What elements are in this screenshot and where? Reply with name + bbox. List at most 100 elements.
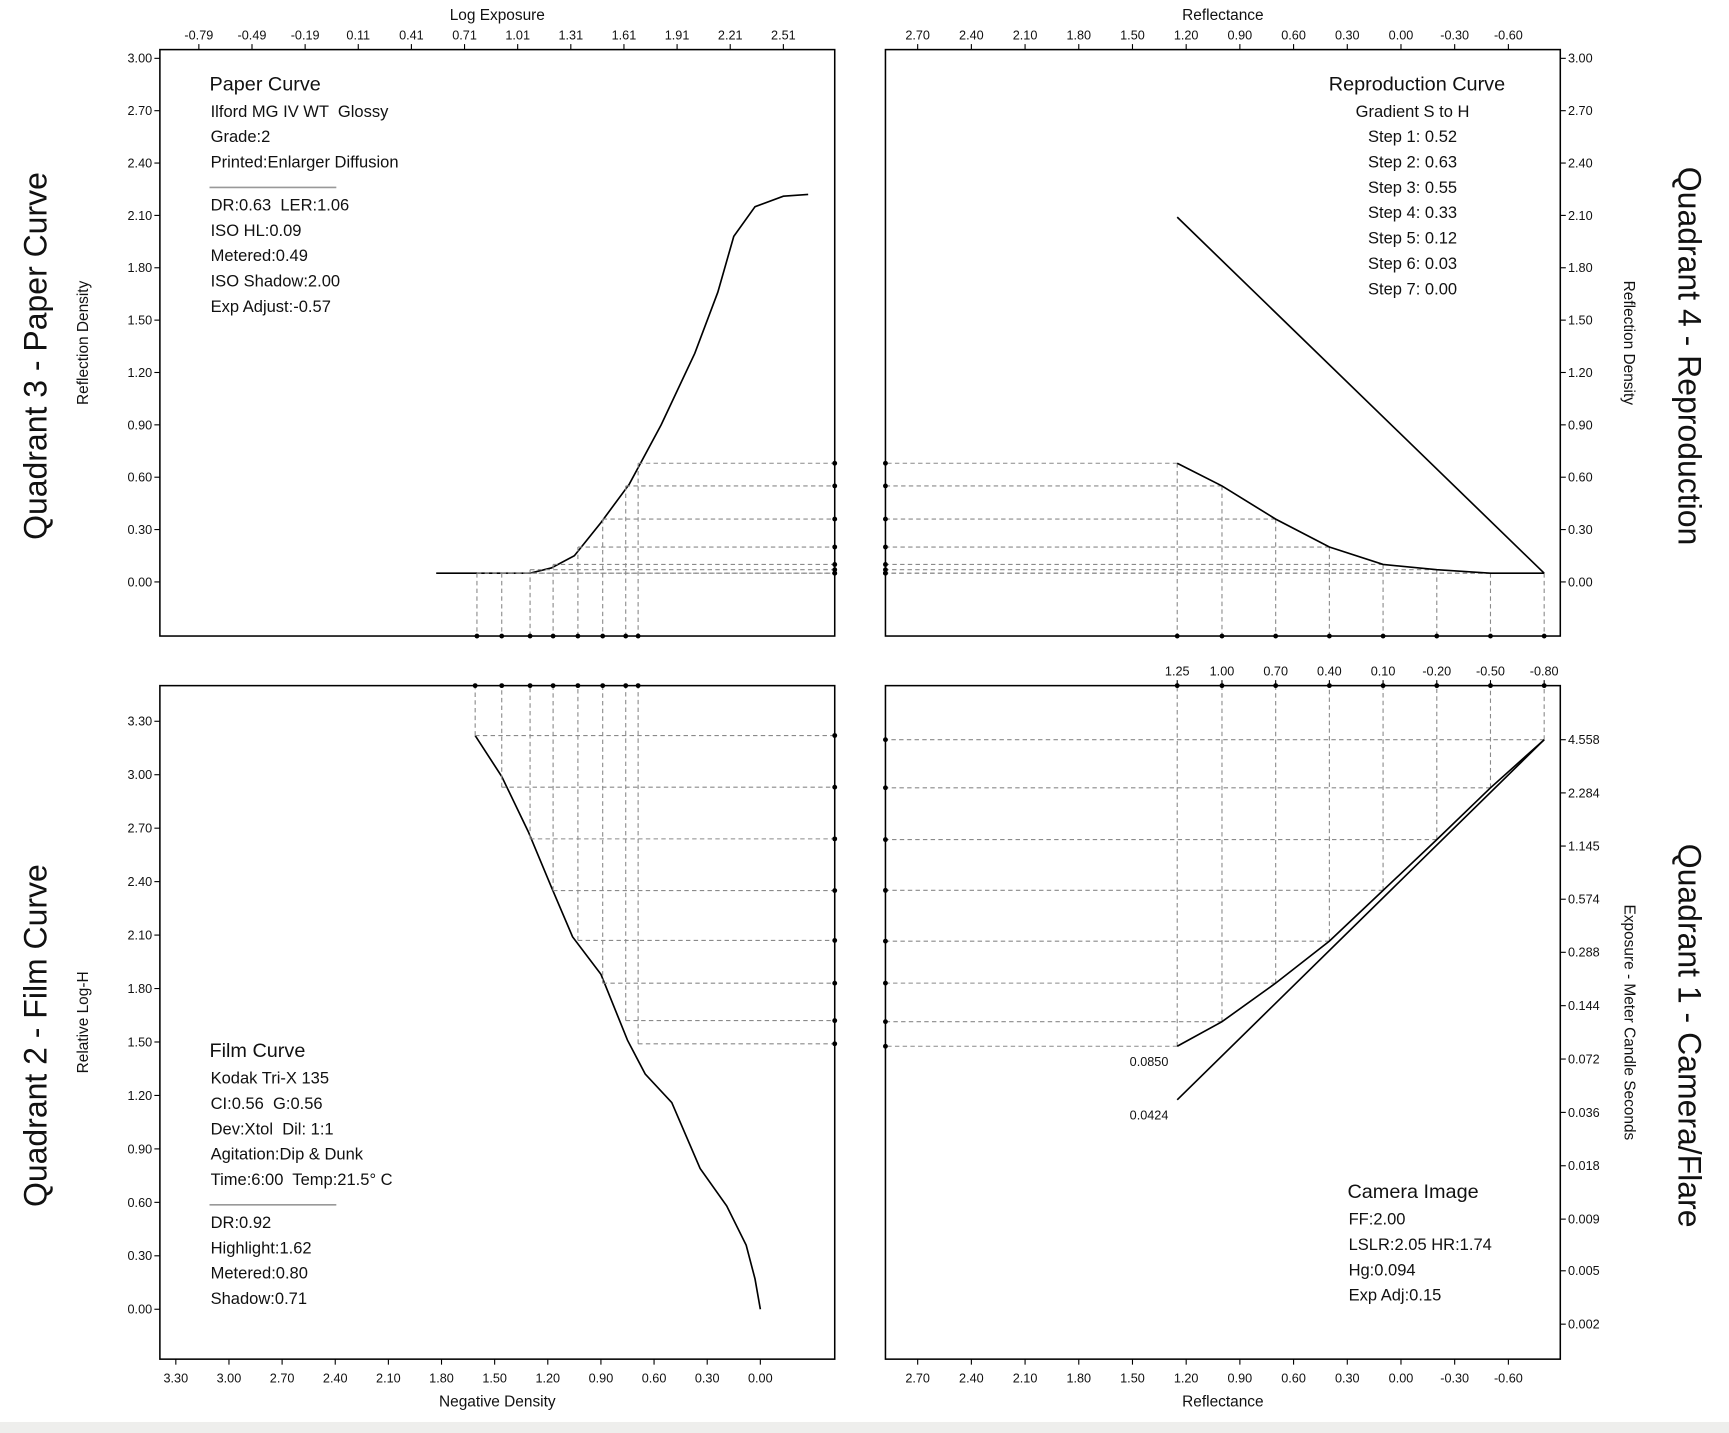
y-tick-label: 1.20 — [128, 1089, 153, 1103]
x-tick-label: 2.40 — [959, 1371, 984, 1385]
value-label: 0.0850 — [1130, 1055, 1169, 1069]
guide-dot — [832, 567, 838, 573]
y-tick-label: 0.00 — [1568, 575, 1593, 589]
x-tick-label: 1.20 — [1174, 1371, 1199, 1385]
guide-dot — [1380, 633, 1386, 639]
note-line: ISO HL:0.09 — [211, 221, 302, 240]
x-tick-label: 2.40 — [323, 1371, 348, 1385]
step-guide — [883, 570, 1547, 639]
note-line: Step 2: 0.63 — [1368, 153, 1457, 172]
quadrant-title: Quadrant 3 - Paper Curve — [17, 172, 53, 540]
note-heading: Film Curve — [210, 1040, 306, 1062]
step-guide — [575, 683, 838, 943]
guide-dot — [883, 483, 888, 489]
guide-dot — [832, 570, 838, 576]
x-tick-label: 1.01 — [505, 29, 530, 43]
note-line: Step 4: 0.33 — [1368, 203, 1457, 222]
guide-dot — [527, 683, 533, 689]
step-guide — [883, 516, 1279, 639]
x-tick-label: -0.79 — [184, 29, 213, 43]
y-tick-label: 1.80 — [128, 982, 153, 996]
y-tick-label: 3.00 — [128, 52, 153, 66]
note-line: Step 1: 0.52 — [1368, 127, 1457, 146]
x-tick-label: 0.00 — [1389, 29, 1414, 43]
y-tick-label: 2.10 — [128, 928, 153, 942]
guide-dot — [1434, 683, 1440, 689]
step-guide — [600, 516, 838, 639]
y-tick-label: 2.40 — [128, 875, 153, 889]
guide-dot — [575, 683, 581, 689]
x-tick-label: 0.10 — [1371, 665, 1396, 679]
guide-dot — [832, 1041, 838, 1047]
step-guide — [883, 683, 1440, 843]
y-tick-label: 3.00 — [128, 768, 153, 782]
x-tick-label: 1.61 — [612, 29, 637, 43]
guide-dot — [550, 633, 556, 639]
note-line: Grade:2 — [211, 127, 271, 146]
y-tick-label: 2.70 — [128, 822, 153, 836]
x-tick-label: 1.50 — [482, 1371, 507, 1385]
y-tick-label: 1.50 — [1568, 314, 1593, 328]
note-line: Printed:Enlarger Diffusion — [211, 153, 399, 172]
guide-dot — [883, 544, 888, 550]
note-line: Gradient S to H — [1356, 102, 1470, 121]
y-tick-label: 0.90 — [128, 1142, 153, 1156]
guide-dot — [883, 460, 888, 466]
x-tick-label: -0.30 — [1440, 29, 1469, 43]
guide-dot — [832, 544, 838, 550]
y-tick-label: 0.002 — [1568, 1318, 1600, 1332]
guide-dot — [1541, 633, 1547, 639]
x-tick-label: 2.51 — [771, 29, 796, 43]
note-line: Step 6: 0.03 — [1368, 254, 1457, 273]
y-tick-label: 0.144 — [1568, 999, 1600, 1013]
y-tick-label: 0.00 — [128, 1303, 153, 1317]
step-guide — [550, 683, 838, 893]
guide-dot — [883, 980, 888, 986]
x-tick-label: 0.70 — [1263, 665, 1288, 679]
note-line: Highlight:1.62 — [211, 1238, 312, 1257]
note-line: Hg:0.094 — [1349, 1260, 1416, 1279]
note-line: Exp Adj:0.15 — [1349, 1286, 1442, 1305]
x-tick-label: 0.90 — [589, 1371, 614, 1385]
y-axis-title: Reflection Density — [75, 280, 92, 405]
note-line: Metered:0.49 — [211, 246, 308, 265]
step-guide — [472, 683, 838, 738]
plot-area — [159, 48, 836, 637]
x-tick-label: 0.90 — [1228, 1371, 1253, 1385]
note-heading: Paper Curve — [210, 73, 321, 95]
step-guide — [883, 683, 1547, 743]
x-tick-label: 0.11 — [346, 29, 370, 43]
note-line: Time:6:00 Temp:21.5° C — [211, 1170, 393, 1189]
x-tick-label: 0.60 — [1281, 1371, 1306, 1385]
x-tick-label: 0.40 — [1317, 665, 1342, 679]
x-tick-label: 1.50 — [1120, 29, 1145, 43]
y-tick-label: 3.30 — [128, 715, 153, 729]
x-tick-label: 1.80 — [1066, 29, 1091, 43]
guide-dot — [883, 785, 888, 791]
bottom-strip — [0, 1421, 1729, 1433]
x-tick-label: 1.80 — [429, 1371, 454, 1385]
guide-dot — [623, 633, 629, 639]
note-line: Agitation:Dip & Dunk — [211, 1145, 364, 1164]
y-tick-label: 2.70 — [1568, 104, 1593, 118]
step-guide — [575, 544, 838, 639]
step-guide — [550, 562, 838, 639]
note-heading: Camera Image — [1347, 1181, 1478, 1203]
x-tick-label: 1.25 — [1165, 665, 1190, 679]
y-tick-label: 0.009 — [1568, 1213, 1600, 1227]
guide-dot — [1219, 633, 1225, 639]
x-tick-label: 2.10 — [1013, 1371, 1038, 1385]
step-guide — [600, 683, 838, 986]
guide-dot — [1273, 683, 1279, 689]
x-axis-title: Reflectance — [1182, 1394, 1263, 1411]
step-guide — [635, 683, 838, 1047]
x-tick-label: 2.10 — [1013, 29, 1038, 43]
guide-dot — [883, 1043, 888, 1049]
note-line: ISO Shadow:2.00 — [211, 272, 340, 291]
y-tick-label: 0.018 — [1568, 1159, 1600, 1173]
guide-dot — [883, 516, 888, 522]
y-tick-label: 0.90 — [1568, 418, 1593, 432]
guide-dot — [883, 567, 888, 573]
guide-dot — [832, 460, 838, 466]
